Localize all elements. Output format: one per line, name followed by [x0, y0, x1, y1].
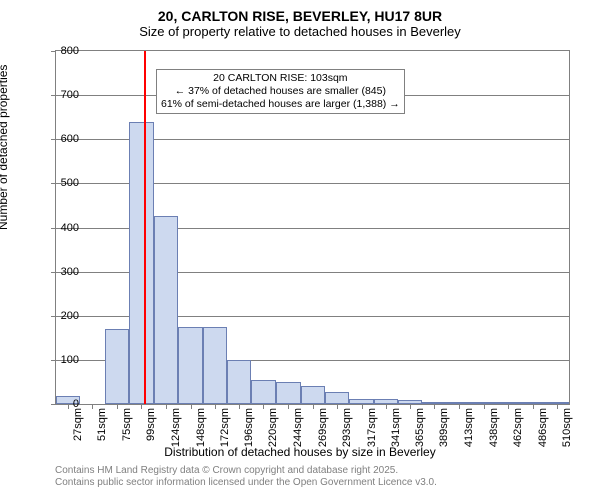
histogram-bar	[178, 327, 202, 404]
xtick-mark	[337, 404, 338, 409]
xtick-mark	[533, 404, 534, 409]
xtick-mark	[215, 404, 216, 409]
xtick-label: 244sqm	[292, 408, 304, 448]
xtick-label: 293sqm	[341, 408, 353, 448]
xtick-mark	[508, 404, 509, 409]
ytick-label: 500	[49, 177, 79, 189]
xtick-mark	[239, 404, 240, 409]
chart-area: 20 CARLTON RISE: 103sqm← 37% of detached…	[55, 50, 570, 405]
xtick-mark	[313, 404, 314, 409]
xtick-mark	[263, 404, 264, 409]
annotation-line: 20 CARLTON RISE: 103sqm	[161, 72, 400, 85]
xtick-label: 99sqm	[145, 408, 157, 448]
xtick-label: 124sqm	[170, 408, 182, 448]
ytick-label: 700	[49, 89, 79, 101]
ytick-label: 600	[49, 133, 79, 145]
xtick-label: 317sqm	[366, 408, 378, 448]
xtick-label: 365sqm	[414, 408, 426, 448]
footer-attribution: Contains HM Land Registry data © Crown c…	[55, 465, 437, 489]
xtick-label: 51sqm	[96, 408, 108, 448]
xtick-mark	[92, 404, 93, 409]
xtick-label: 196sqm	[243, 408, 255, 448]
histogram-bar	[129, 122, 154, 404]
xtick-mark	[117, 404, 118, 409]
xtick-mark	[557, 404, 558, 409]
y-axis-label: Number of detached properties	[0, 65, 10, 230]
ytick-label: 400	[49, 222, 79, 234]
page-subtitle: Size of property relative to detached ho…	[0, 24, 600, 39]
ytick-label: 100	[49, 354, 79, 366]
ytick-label: 800	[49, 45, 79, 57]
annotation-box: 20 CARLTON RISE: 103sqm← 37% of detached…	[156, 69, 405, 114]
xtick-label: 27sqm	[72, 408, 84, 448]
xtick-mark	[166, 404, 167, 409]
xtick-label: 413sqm	[463, 408, 475, 448]
histogram-bar	[154, 216, 178, 404]
xtick-mark	[141, 404, 142, 409]
footer-line-2: Contains public sector information licen…	[55, 477, 437, 489]
annotation-line: ← 37% of detached houses are smaller (84…	[161, 85, 400, 98]
page-title: 20, CARLTON RISE, BEVERLEY, HU17 8UR	[0, 0, 600, 24]
xtick-label: 389sqm	[438, 408, 450, 448]
ytick-label: 300	[49, 266, 79, 278]
xtick-mark	[484, 404, 485, 409]
xtick-label: 438sqm	[488, 408, 500, 448]
xtick-mark	[459, 404, 460, 409]
ytick-label: 200	[49, 310, 79, 322]
histogram-bar	[251, 380, 275, 404]
xtick-mark	[191, 404, 192, 409]
xtick-label: 341sqm	[390, 408, 402, 448]
reference-line	[144, 51, 146, 404]
xtick-label: 269sqm	[317, 408, 329, 448]
histogram-bar	[276, 382, 301, 404]
histogram-bar	[325, 392, 349, 404]
plot-area: 20 CARLTON RISE: 103sqm← 37% of detached…	[56, 51, 569, 404]
xtick-label: 462sqm	[512, 408, 524, 448]
xtick-mark	[288, 404, 289, 409]
histogram-bar	[203, 327, 227, 404]
xtick-label: 148sqm	[195, 408, 207, 448]
xtick-mark	[362, 404, 363, 409]
xtick-label: 510sqm	[561, 408, 573, 448]
xtick-label: 486sqm	[537, 408, 549, 448]
xtick-label: 220sqm	[267, 408, 279, 448]
xtick-label: 75sqm	[121, 408, 133, 448]
histogram-bar	[227, 360, 251, 404]
xtick-label: 172sqm	[219, 408, 231, 448]
xtick-mark	[434, 404, 435, 409]
annotation-line: 61% of semi-detached houses are larger (…	[161, 98, 400, 111]
xtick-mark	[386, 404, 387, 409]
histogram-bar	[105, 329, 129, 404]
footer-line-1: Contains HM Land Registry data © Crown c…	[55, 465, 437, 477]
xtick-mark	[410, 404, 411, 409]
histogram-bar	[301, 386, 325, 404]
